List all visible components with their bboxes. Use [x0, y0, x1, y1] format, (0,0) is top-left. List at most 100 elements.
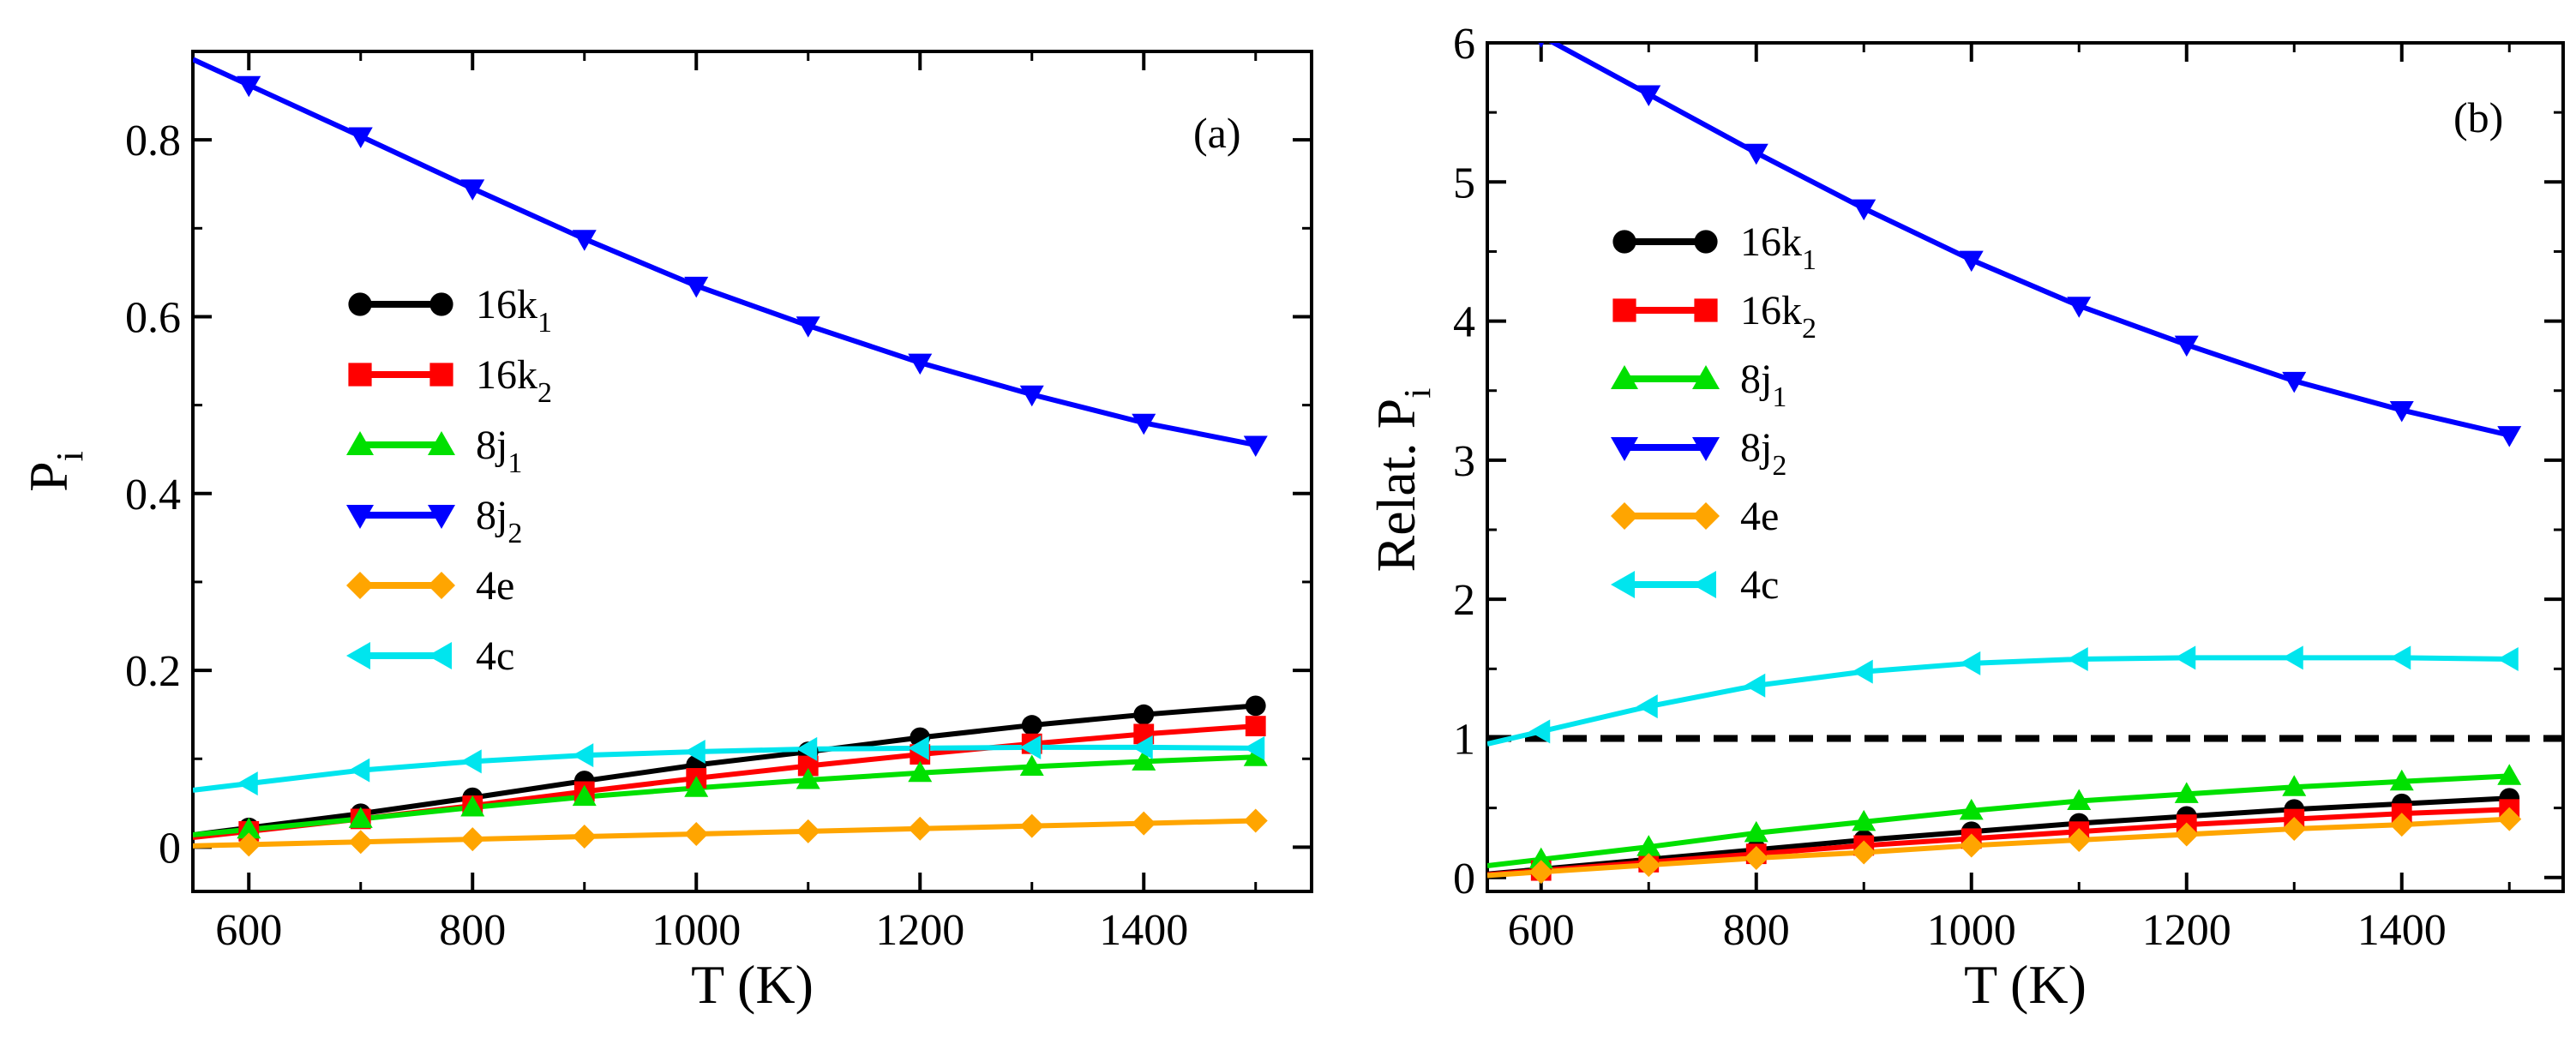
legend-label-main: 8j: [476, 493, 507, 538]
y-tick-label: 0.8: [125, 117, 181, 165]
data-point-8j2: [684, 276, 709, 298]
data-point-8j1: [796, 768, 820, 789]
y-tick-label: 0.6: [125, 293, 181, 342]
data-point-8j2: [572, 230, 597, 251]
data-point-8j1: [2174, 782, 2199, 803]
data-point-4e: [1132, 811, 1156, 836]
data-point-8j1: [2067, 789, 2092, 811]
legend-label-16k2: 16k2: [476, 352, 552, 409]
y-tick-label: 6: [1453, 20, 1475, 69]
panel-label: (b): [2453, 93, 2503, 141]
data-point-4e: [2389, 813, 2414, 837]
legend-label-8j2: 8j2: [1740, 425, 1786, 482]
y-tick-label: 0: [159, 824, 181, 873]
plot-frame: [1486, 41, 2565, 893]
data-point-4c: [684, 740, 706, 765]
legend-label-sub: 2: [507, 518, 522, 549]
y-tick-label: 0.4: [125, 471, 181, 519]
data-point-4e: [908, 816, 933, 841]
legend-label-main: 8j: [1740, 357, 1772, 402]
y-axis-title-sub: i: [49, 451, 91, 461]
data-point-16k1: [1133, 704, 1155, 725]
y-tick-label: 4: [1453, 298, 1475, 347]
data-point-4e: [2497, 807, 2522, 831]
series-line-8j2: [1548, 43, 2510, 438]
panel-a-chart: 600 800 1000 1200 1400 0 0.2 0.4 0.6 0.8 T (K) Pi (a…: [18, 50, 1313, 1015]
legend-label-4e: 4e: [1740, 494, 1779, 539]
data-point-4c: [1636, 694, 1658, 719]
legend-marker-16k2: [1612, 298, 1636, 322]
data-point-4e: [2067, 827, 2092, 852]
legend-label-8j1: 8j1: [476, 423, 522, 479]
legend-label-main: 4e: [476, 563, 514, 609]
data-point-8j1: [1852, 809, 1876, 831]
legend-label-sub: 2: [537, 377, 552, 409]
data-point-8j2: [237, 75, 261, 98]
data-point-8j1: [1019, 754, 1044, 777]
x-tick-label: 600: [1508, 906, 1575, 955]
data-point-4c: [237, 771, 258, 796]
legend-label-sub: 1: [537, 307, 552, 339]
data-point-8j1: [1744, 820, 1768, 843]
data-point-4c: [572, 743, 594, 768]
data-point-8j1: [1636, 835, 1661, 856]
data-point-8j1: [1132, 749, 1156, 771]
series-line-4c: [1487, 655, 2510, 747]
data-area: [1487, 43, 2563, 885]
y-axis-title-sub: i: [1396, 388, 1438, 399]
data-point-8j2: [1744, 143, 1768, 165]
legend-label-main: 8j: [476, 423, 507, 468]
legend-marker-16k2: [429, 363, 453, 387]
data-point-16k1: [1021, 715, 1042, 735]
data-point-16k2: [797, 755, 819, 777]
data-point-4e: [796, 819, 820, 843]
legend-marker-16k2: [348, 363, 372, 387]
data-point-4e: [1744, 846, 1768, 871]
data-point-4c: [796, 736, 818, 761]
data-point-8j1: [348, 807, 373, 828]
data-point-8j2: [908, 353, 933, 375]
legend-label-sub: 1: [507, 447, 522, 479]
legend-marker-4e: [1692, 502, 1720, 530]
data-point-4e: [2282, 816, 2307, 841]
y-axis-title: Pi: [18, 451, 91, 492]
x-tick-label: 600: [215, 906, 282, 955]
y-tick-label: 5: [1453, 159, 1475, 207]
data-point-8j2: [2497, 426, 2522, 447]
legend-marker-8j2: [1692, 437, 1720, 461]
data-point-4e: [572, 825, 597, 849]
data-point-8j1: [684, 776, 709, 797]
legend-marker-4c: [1611, 571, 1635, 598]
data-point-4c: [2282, 645, 2303, 670]
legend-label-16k2: 16k2: [1740, 288, 1816, 345]
legend-marker-8j1: [1611, 365, 1638, 389]
legend-marker-16k2: [1694, 298, 1718, 322]
y-tick-label: 1: [1453, 715, 1475, 764]
legend-marker-8j1: [346, 431, 374, 455]
data-point-8j2: [1959, 250, 1984, 273]
data-point-8j1: [908, 760, 933, 783]
x-tick-label: 1200: [2142, 906, 2231, 955]
legend-label-main: 4c: [476, 633, 514, 679]
legend-label-sub: 2: [1772, 450, 1786, 482]
data-point-8j2: [1019, 385, 1044, 407]
legend-marker-16k1: [1694, 230, 1718, 254]
data-point-4c: [1959, 651, 1981, 675]
panel-label: (a): [1193, 109, 1241, 157]
legend-marker-8j2: [1611, 437, 1638, 461]
data-point-8j2: [796, 316, 820, 338]
data-point-4c: [1243, 735, 1265, 760]
x-tick-label: 1200: [875, 906, 964, 955]
data-point-8j1: [2389, 769, 2414, 791]
legend-label-main: 16k: [1740, 219, 1802, 265]
legend-marker-8j1: [428, 431, 455, 455]
legend-label-4e: 4e: [476, 563, 514, 609]
data-point-8j2: [1852, 199, 1876, 221]
data-point-4c: [908, 735, 929, 760]
panel-b-chart: 600 800 1000 1200 1400 0 1 2 3 4 5 6 T (K) Relat. Pi (…: [1366, 20, 2565, 1015]
legend-marker-4e: [428, 572, 455, 599]
x-tick-label: 800: [439, 906, 506, 955]
legend-marker-16k1: [429, 292, 453, 316]
data-point-8j2: [1538, 43, 1545, 48]
